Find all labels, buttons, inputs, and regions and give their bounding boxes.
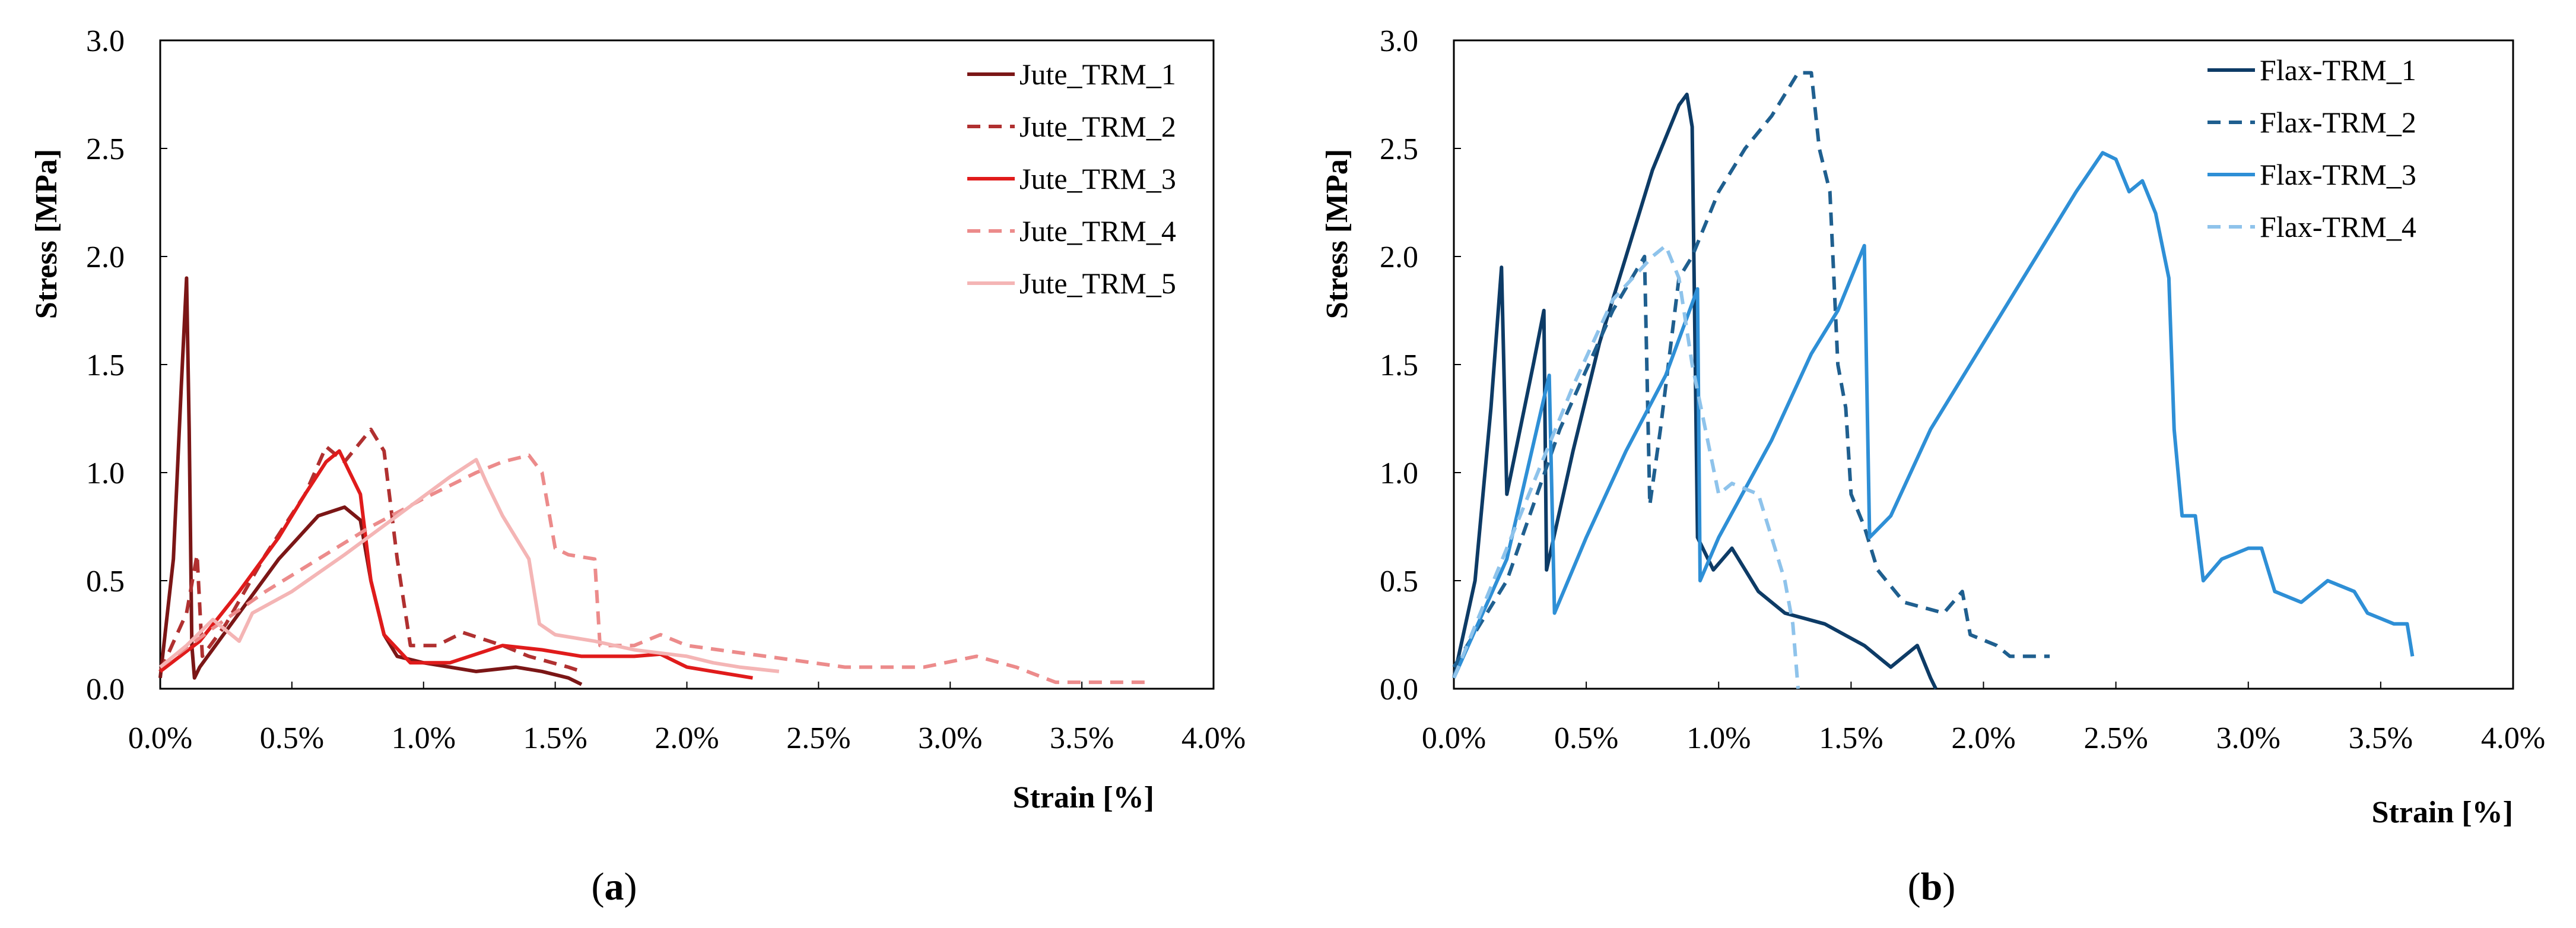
legend-label: Jute_TRM_4 [1019,214,1176,248]
series-line-flax-trm-4 [1452,243,1800,689]
y-tick-label: 2.0 [1380,240,1418,274]
x-tick-label: 1.0% [1686,721,1751,755]
series-line-jute-trm-5 [159,458,780,673]
series-line-jute-trm-1 [158,276,583,686]
x-axis-label: Strain [%] [2372,796,2513,829]
series-line-flax-trm-3 [1452,151,2415,679]
x-tick-label: 2.5% [786,721,850,755]
x-tick-label: 0.0% [128,721,192,755]
y-tick-label: 1.5 [86,349,125,382]
y-tick-label: 2.0 [86,240,125,274]
legend-label: Flax-TRM_2 [2260,106,2416,139]
y-tick-label: 3.0 [1380,24,1418,58]
legend-label: Flax-TRM_3 [2260,158,2416,191]
x-tick-label: 1.0% [392,721,456,755]
y-tick-label: 1.0 [1380,457,1418,490]
y-tick-label: 0.0 [86,673,125,707]
legend-label: Flax-TRM_1 [2260,53,2416,87]
y-tick-label: 3.0 [86,24,125,58]
x-tick-label: 2.5% [2083,721,2148,755]
y-tick-label: 2.5 [86,132,125,166]
x-tick-label: 3.0% [2216,721,2280,755]
series-line-jute-trm-3 [159,449,753,680]
x-axis-label: Strain [%] [1013,781,1154,815]
series-line-jute-trm-2 [158,427,582,673]
legend-label: Jute_TRM_3 [1019,162,1176,195]
x-tick-label: 3.0% [918,721,982,755]
legend-label: Flax-TRM_4 [2260,210,2416,243]
x-tick-label: 3.5% [1050,721,1114,755]
x-tick-label: 0.0% [1422,721,1486,755]
y-tick-label: 1.0 [86,457,125,490]
legend: Jute_TRM_1 Jute_TRM_2 Jute_TRM_3 Jute_TRM_4… [967,58,1176,300]
series-line-flax-trm-1 [1452,93,1937,690]
y-tick-label: 1.5 [1380,349,1418,382]
chart-a: 0.0% 0.5% 1.0% 1.5% 2.0% 2.5% 3.0% 3.5% 4.0% 0.0 0… [30,24,1246,908]
y-tick-label: 0.0 [1380,673,1418,707]
x-tick-label: 3.5% [2349,721,2413,755]
y-tick-label: 0.5 [1380,565,1418,598]
chart-b: 0.0% 0.5% 1.0% 1.5% 2.0% 2.5% 3.0% 3.5% 4.0% 0.0 0… [1320,24,2545,908]
panel-caption: (b) [1908,865,1956,908]
series-line-flax-trm-2 [1452,71,2050,669]
y-axis-label: Stress [MPa] [30,149,63,319]
legend-label: Jute_TRM_2 [1019,110,1176,143]
y-axis-label: Stress [MPa] [1320,149,1354,319]
x-tick-label: 2.0% [655,721,719,755]
x-tick-label: 4.0% [2481,721,2545,755]
series-line-jute-trm-4 [159,453,1148,685]
legend: Flax-TRM_1 Flax-TRM_2 Flax-TRM_3 Flax-TRM_4 [2207,53,2416,243]
x-tick-label: 4.0% [1181,721,1246,755]
y-tick-label: 2.5 [1380,132,1418,166]
x-tick-label: 0.5% [1554,721,1618,755]
legend-label: Jute_TRM_1 [1019,58,1176,91]
x-tick-label: 1.5% [523,721,587,755]
x-tick-label: 0.5% [260,721,324,755]
legend-label: Jute_TRM_5 [1019,267,1176,300]
y-tick-label: 0.5 [86,565,125,598]
panel-caption: (a) [592,865,637,908]
x-tick-label: 2.0% [1951,721,2015,755]
x-tick-label: 1.5% [1819,721,1883,755]
